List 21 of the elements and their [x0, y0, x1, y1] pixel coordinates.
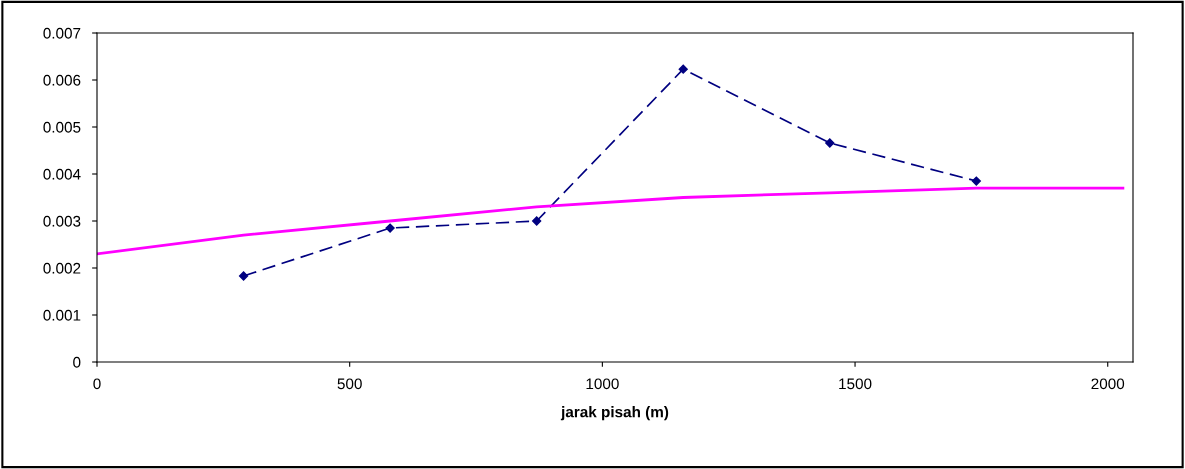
point — [385, 223, 395, 233]
point — [532, 216, 542, 226]
y-tick-label: 0.003 — [43, 215, 81, 227]
y-tick-label: 0 — [73, 356, 81, 368]
point — [238, 271, 249, 281]
y-tick-label: 0.007 — [43, 27, 81, 39]
x-axis-title: jarak pisah (m) — [560, 406, 669, 421]
y-tick-label: 0.004 — [43, 168, 81, 180]
y-tick-label: 0.001 — [43, 309, 81, 321]
x-tick-label: 0 — [93, 378, 101, 390]
y-tick-label: 0.002 — [43, 262, 81, 274]
y-tick-label: 0.006 — [43, 74, 81, 86]
x-tick-label: 2000 — [1091, 378, 1125, 390]
point — [678, 64, 688, 74]
x-tick-label: 500 — [337, 378, 362, 390]
x-tick-label: 1000 — [586, 378, 619, 390]
line-series — [97, 186, 1125, 256]
y-tick-label: 0.005 — [43, 121, 81, 133]
x-tick-label: 1500 — [839, 378, 872, 390]
point — [971, 176, 981, 186]
point — [825, 138, 835, 148]
